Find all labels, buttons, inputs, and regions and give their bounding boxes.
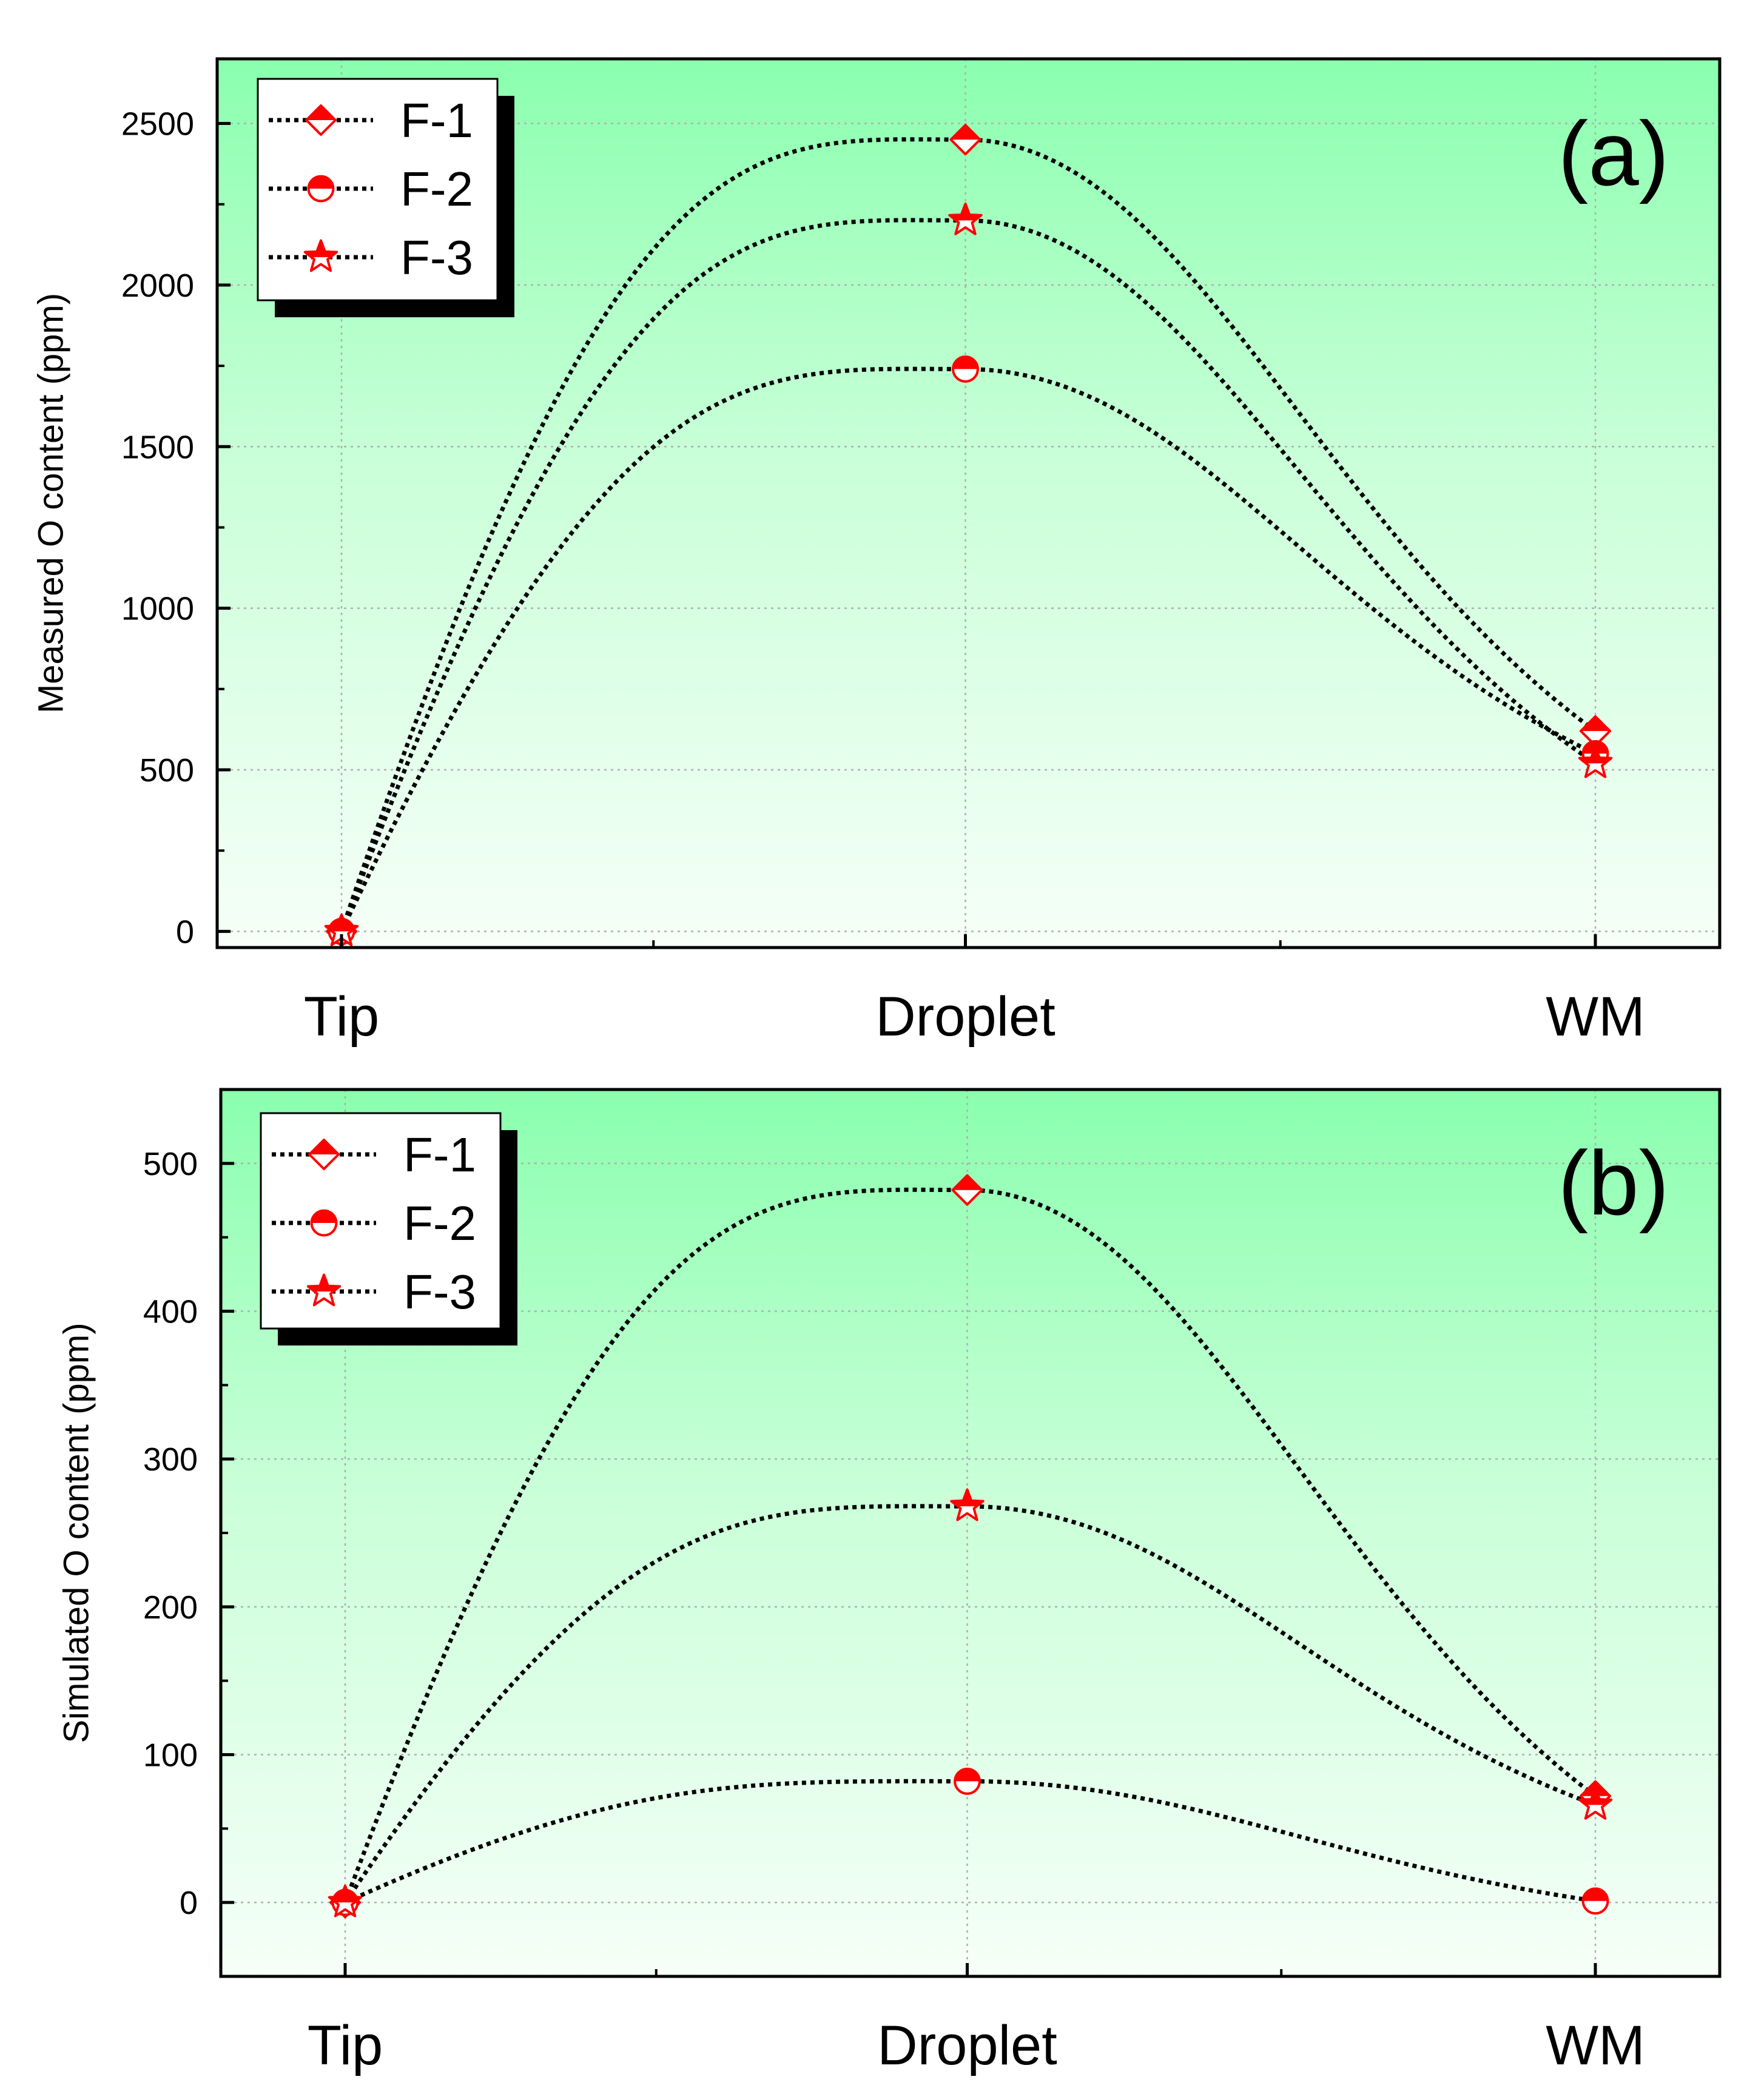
series-line-f-1 (339, 137, 1597, 932)
y-tick-label: 200 (143, 1589, 198, 1626)
legend-label: F-2 (400, 162, 473, 216)
panel-label: (a) (1558, 103, 1669, 204)
y-tick-label: 500 (143, 1146, 198, 1182)
legend-entry-f-1: F-1 (269, 93, 473, 147)
data-point-f-3-wm (1578, 745, 1613, 778)
legend-entry-f-2: F-2 (272, 1196, 476, 1250)
y-tick-label: 2000 (121, 268, 194, 304)
y-tick-label: 0 (176, 914, 194, 950)
legend-marker-circle (307, 175, 335, 203)
legend-entry-f-2: F-2 (269, 162, 473, 216)
data-point-f-1-droplet (951, 1174, 983, 1206)
y-tick-label: 400 (143, 1294, 198, 1330)
data-point-f-2-wm (1581, 1887, 1609, 1915)
data-point-f-1-droplet (949, 124, 981, 156)
panel-a: 0 500 1000 1500 2000 2500 Tip Droplet WM Measured… (31, 57, 1722, 1048)
plot-frame (215, 57, 1722, 949)
legend-entry-f-1: F-1 (272, 1128, 476, 1182)
data-point-f-3-tip (328, 1884, 363, 1918)
y-tick-label: 1000 (121, 591, 194, 627)
legend-marker-diamond (305, 104, 337, 136)
legend-marker-circle (310, 1209, 338, 1237)
data-point-f-2-droplet (954, 1767, 981, 1795)
legend-marker-star (303, 239, 338, 272)
data-point-f-3-droplet (950, 1488, 985, 1521)
panel-label: (b) (1558, 1132, 1669, 1234)
legend: F-1 F-2 F-3 (260, 1112, 517, 1345)
legend-marker-star (306, 1273, 342, 1307)
x-category-label: Droplet (875, 986, 1055, 1048)
x-category-label: WM (1546, 2015, 1644, 2076)
y-tick-label: 100 (143, 1737, 198, 1774)
panel-b: 0 100 200 300 400 500 Tip Droplet WM Simulated O … (56, 1088, 1722, 2076)
legend-marker-diamond (308, 1139, 340, 1170)
series-line-f-2 (339, 366, 1597, 932)
y-tick-label: 300 (143, 1441, 198, 1478)
legend-entry-f-3: F-3 (269, 231, 473, 285)
legend-label: F-3 (403, 1265, 476, 1319)
y-tick-label: 1500 (121, 429, 194, 465)
data-point-f-3-droplet (948, 202, 983, 235)
data-point-f-2-droplet (952, 355, 979, 383)
legend-label: F-1 (400, 93, 473, 147)
x-category-label: Tip (308, 2015, 383, 2076)
legend: F-1 F-2 F-3 (257, 78, 514, 317)
y-tick-label: 2500 (121, 106, 194, 143)
y-tick-label: 500 (140, 752, 194, 789)
x-category-label: Tip (304, 986, 379, 1048)
y-axis-title: Simulated O content (ppm) (56, 1322, 96, 1743)
legend-entry-f-3: F-3 (272, 1265, 476, 1319)
legend-label: F-2 (403, 1196, 476, 1250)
y-axis-title: Measured O content (ppm) (31, 293, 70, 713)
legend-label: F-1 (403, 1128, 476, 1182)
x-category-label: WM (1546, 986, 1644, 1048)
data-point-f-3-wm (1578, 1787, 1613, 1820)
y-tick-label: 0 (180, 1885, 198, 1921)
x-category-label: Droplet (877, 2015, 1057, 2076)
legend-label: F-3 (400, 231, 473, 285)
